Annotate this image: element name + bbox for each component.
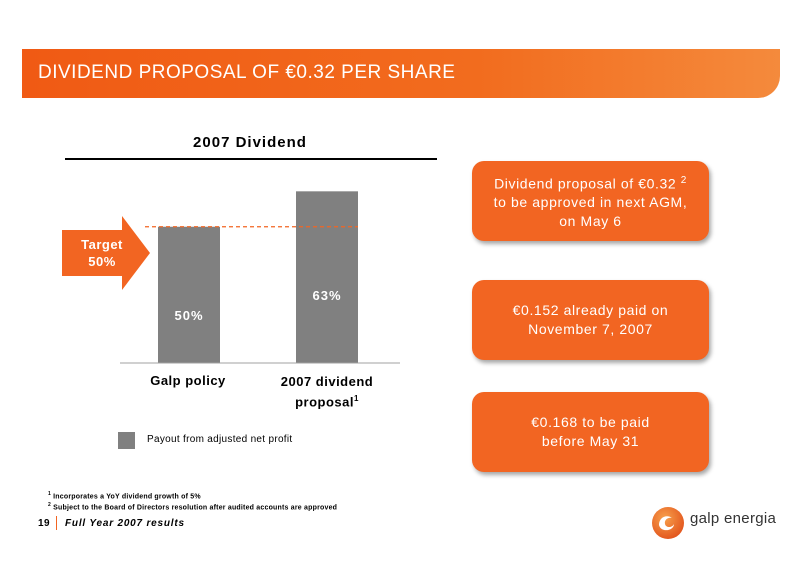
target-label: Target 50% bbox=[62, 236, 142, 270]
target-arrow-icon bbox=[62, 216, 150, 290]
slide-title-bar: DIVIDEND PROPOSAL OF €0.32 PER SHARE bbox=[22, 49, 780, 98]
callout-already-paid: €0.152 already paid on November 7, 2007 bbox=[472, 280, 709, 360]
callout-3-line-2: before May 31 bbox=[541, 433, 640, 449]
chart-title: 2007 Dividend bbox=[193, 134, 307, 151]
footer-title: Full Year 2007 results bbox=[65, 518, 185, 529]
slide-title: DIVIDEND PROPOSAL OF €0.32 PER SHARE bbox=[38, 62, 456, 83]
bar-1 bbox=[158, 226, 220, 363]
footer-separator bbox=[56, 516, 57, 530]
bar-value-label-1: 50% bbox=[174, 308, 203, 323]
category-label-2007-dividend-proposal: 2007 dividend proposal1 bbox=[280, 374, 374, 410]
target-label-line-2: 50% bbox=[88, 254, 116, 269]
legend-swatch bbox=[118, 432, 135, 449]
footnote-mark-2: 2 bbox=[680, 174, 687, 186]
callout-1-line-1: Dividend proposal of €0.32 bbox=[494, 175, 677, 192]
callout-2-line-1: €0.152 already paid on bbox=[512, 302, 669, 318]
chart-title-rule bbox=[65, 158, 437, 160]
callout-2-line-2: November 7, 2007 bbox=[528, 321, 653, 337]
callout-1-line-2: to be approved in next AGM, bbox=[493, 194, 688, 211]
footnote-1: 1 Incorporates a YoY dividend growth of … bbox=[48, 491, 201, 501]
footnote-mark-1: 1 bbox=[353, 394, 359, 403]
page-number: 19 bbox=[38, 518, 51, 529]
target-label-line-1: Target bbox=[81, 237, 123, 252]
callout-1-line-3: on May 6 bbox=[559, 213, 622, 230]
callout-dividend-proposal: Dividend proposal of €0.32 2 to be appro… bbox=[472, 161, 709, 241]
footnote-2: 2 Subject to the Board of Directors reso… bbox=[48, 502, 338, 512]
legend-label: Payout from adjusted net profit bbox=[147, 434, 293, 445]
bar-value-label-2: 63% bbox=[312, 288, 341, 303]
galp-logo-icon bbox=[652, 507, 684, 539]
callout-to-be-paid: €0.168 to be paid before May 31 bbox=[472, 392, 709, 472]
logo-wordmark: galp energia bbox=[690, 510, 777, 527]
category-label-galp-policy: Galp policy bbox=[150, 373, 226, 388]
callout-3-line-1: €0.168 to be paid bbox=[531, 414, 650, 430]
bar-2 bbox=[296, 191, 358, 363]
